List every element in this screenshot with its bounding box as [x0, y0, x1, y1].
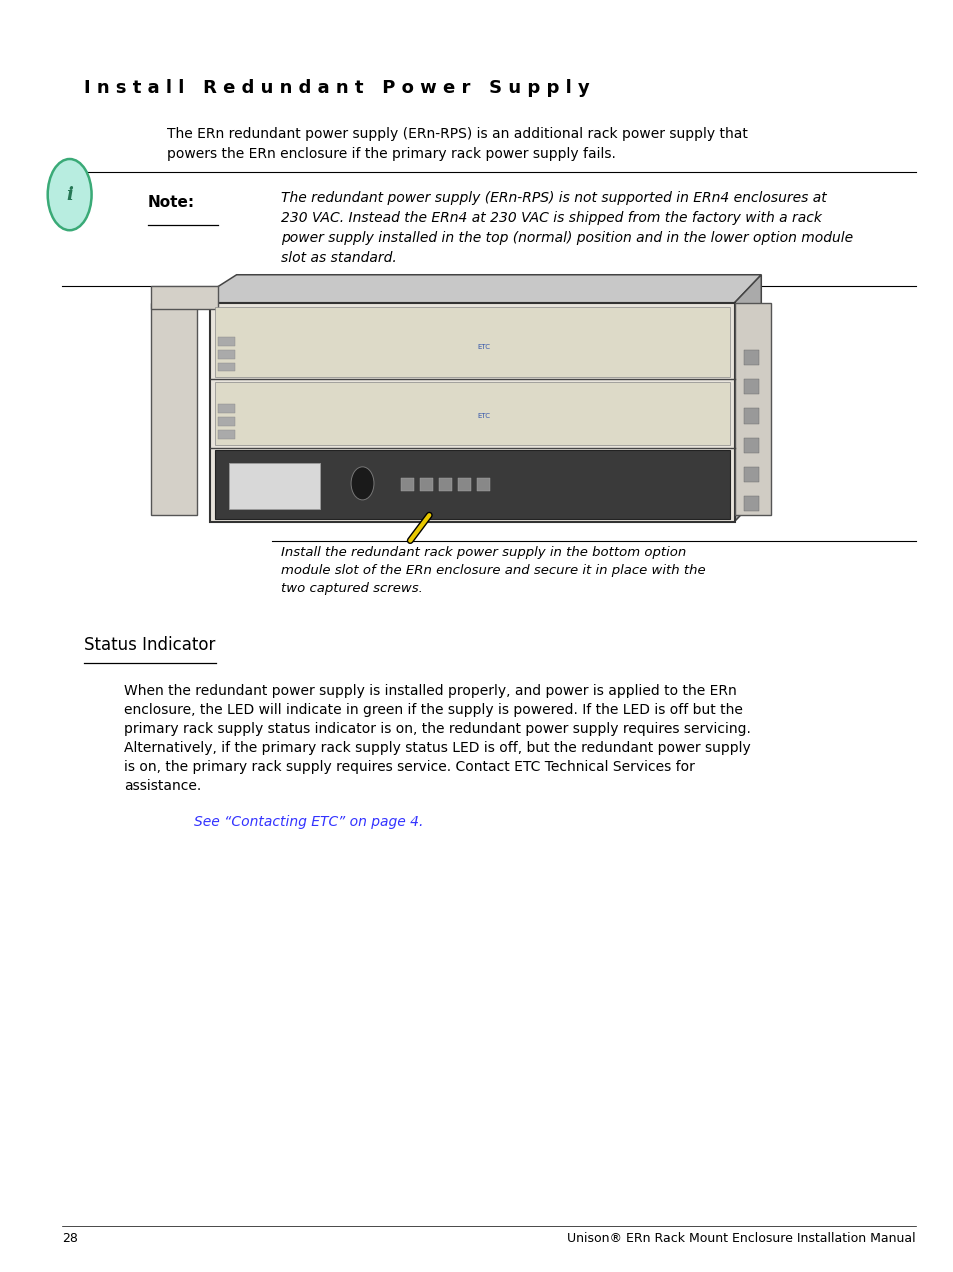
Bar — [419, 478, 433, 491]
Bar — [743, 496, 759, 511]
Text: The ERn redundant power supply (ERn-RPS) is an additional rack power supply that: The ERn redundant power supply (ERn-RPS)… — [167, 127, 747, 160]
Bar — [217, 417, 234, 426]
Text: The redundant power supply (ERn-RPS) is not supported in ERn4 enclosures at
230 : The redundant power supply (ERn-RPS) is … — [281, 191, 853, 265]
Polygon shape — [734, 275, 760, 522]
Text: See “Contacting ETC” on page 4.: See “Contacting ETC” on page 4. — [193, 814, 422, 829]
Text: Install the redundant rack power supply in the bottom option
module slot of the : Install the redundant rack power supply … — [281, 546, 705, 595]
Bar — [743, 408, 759, 424]
Bar — [210, 303, 734, 522]
Polygon shape — [193, 275, 760, 303]
Text: I n s t a l l   R e d u n d a n t   P o w e r   S u p p l y: I n s t a l l R e d u n d a n t P o w e … — [84, 79, 589, 97]
Bar — [214, 382, 729, 445]
Text: When the redundant power supply is installed properly, and power is applied to t: When the redundant power supply is insta… — [124, 684, 750, 792]
Text: ETC: ETC — [476, 345, 490, 350]
Text: ETC: ETC — [476, 413, 490, 418]
Bar — [743, 379, 759, 394]
Bar — [217, 350, 234, 359]
Bar — [217, 363, 234, 371]
Bar — [217, 404, 234, 413]
Text: i: i — [66, 186, 73, 204]
Bar — [743, 350, 759, 365]
Bar — [457, 478, 471, 491]
Bar — [151, 286, 217, 309]
Bar — [151, 303, 196, 515]
Ellipse shape — [48, 159, 91, 230]
Bar — [214, 450, 729, 519]
Bar — [476, 478, 490, 491]
Bar — [214, 307, 729, 377]
Text: Unison® ERn Rack Mount Enclosure Installation Manual: Unison® ERn Rack Mount Enclosure Install… — [567, 1233, 915, 1245]
Bar — [217, 337, 234, 346]
Bar — [400, 478, 414, 491]
Text: 28: 28 — [62, 1233, 78, 1245]
Bar — [734, 303, 770, 515]
Text: Status Indicator: Status Indicator — [84, 636, 215, 654]
Bar — [743, 467, 759, 482]
Ellipse shape — [351, 467, 374, 500]
Bar — [438, 478, 452, 491]
Bar — [743, 438, 759, 453]
Bar — [217, 430, 234, 439]
Text: Note:: Note: — [148, 195, 194, 210]
Bar — [229, 463, 319, 509]
